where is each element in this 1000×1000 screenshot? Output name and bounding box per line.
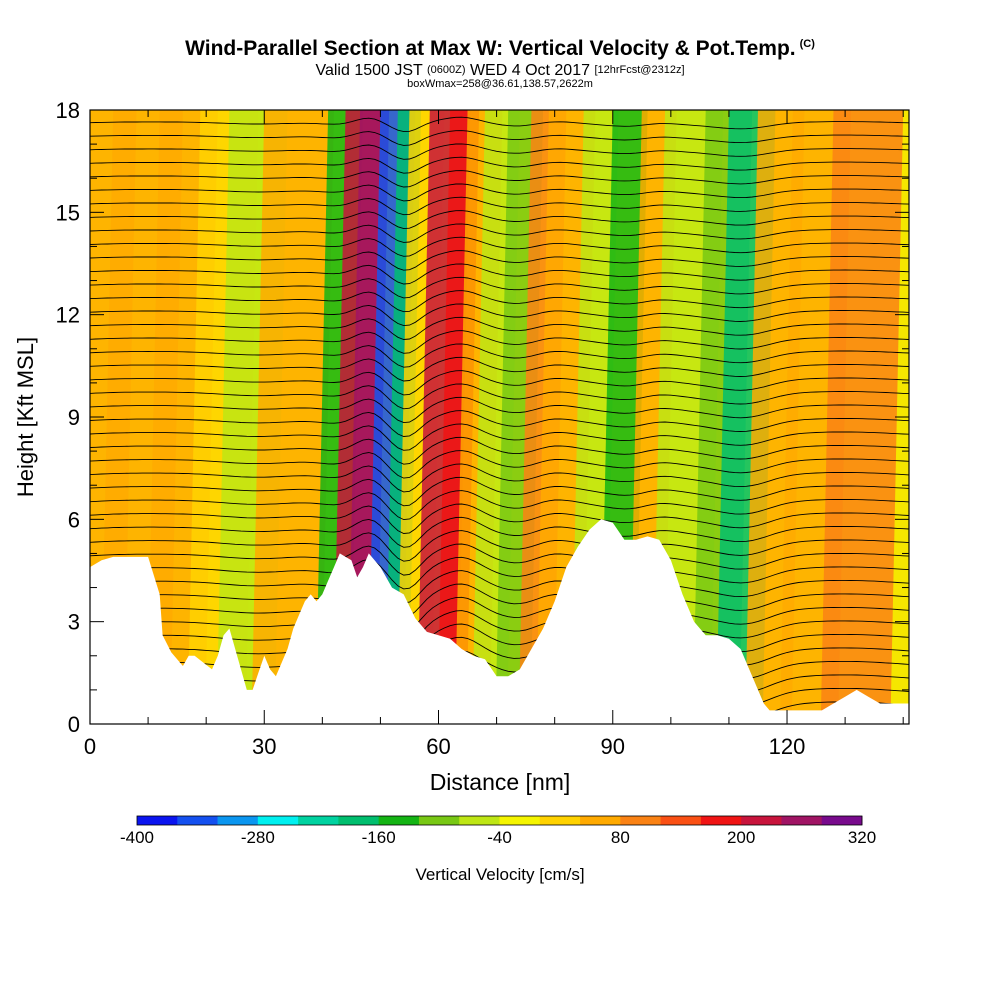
colorbar-swatch-12 <box>620 816 662 825</box>
x-axis-label: Distance [nm] <box>430 769 571 795</box>
colorbar-swatch-1 <box>177 816 218 825</box>
isentrope-line-12 <box>90 530 909 562</box>
isentrope-line-11 <box>90 543 909 576</box>
colorbar-swatch-3 <box>257 816 299 825</box>
colorbar-tick-label: 200 <box>727 828 755 847</box>
isentrope-line-8 <box>90 583 909 618</box>
y-axis-label: Height [Kft MSL] <box>13 337 38 497</box>
velocity-band-27 <box>820 110 904 724</box>
y-tick-label: 18 <box>56 98 80 123</box>
y-tick-label: 9 <box>68 405 80 430</box>
colorbar-swatch-11 <box>580 816 621 825</box>
isentrope-line-33 <box>90 250 909 271</box>
isentrope-line-38 <box>90 183 909 202</box>
colorbar-swatch-10 <box>539 816 581 825</box>
valid-date: WED 4 Oct 2017 <box>469 62 590 79</box>
x-tick-label: 120 <box>769 734 806 759</box>
box-info: boxWmax=258@36.61,138.57,2622m <box>407 78 593 90</box>
colorbar-tick-label: -280 <box>241 828 275 847</box>
isentrope-line-34 <box>90 236 909 257</box>
x-tick-label: 0 <box>84 734 96 759</box>
isentrope-line-17 <box>90 463 909 493</box>
isentrope-line-26 <box>90 343 909 368</box>
colorbar-swatch-5 <box>338 816 380 825</box>
colorbar-tick-label: 320 <box>848 828 876 847</box>
colorbar-tick-label: -40 <box>487 828 512 847</box>
colorbar-swatch-13 <box>660 816 702 825</box>
colorbar-frame <box>136 815 863 826</box>
x-tick-label: 60 <box>426 734 450 759</box>
isentrope-line-20 <box>90 423 909 451</box>
isentrope-line-29 <box>90 303 909 327</box>
isentrope-line-9 <box>90 570 909 604</box>
isentrope-line-31 <box>90 276 909 299</box>
forecast-info: [12hrFcst@2312z] <box>594 64 685 76</box>
colorbar-swatch-16 <box>781 816 823 825</box>
x-tick-label: 90 <box>601 734 625 759</box>
isentrope-line-40 <box>90 156 909 174</box>
isentrope-contours <box>90 116 909 724</box>
isentrope-line-18 <box>90 450 909 479</box>
isentrope-line-43 <box>90 116 909 133</box>
chart-title: Wind-Parallel Section at Max W: Vertical… <box>0 37 1000 61</box>
isentrope-line-39 <box>90 170 909 188</box>
isentrope-line-35 <box>90 223 909 243</box>
colorbar-tick-label: 80 <box>611 828 630 847</box>
valid-time-line: Valid 1500 JST (0600Z) WED 4 Oct 2017 [1… <box>0 62 1000 80</box>
velocity-band-5 <box>251 110 334 724</box>
colorbar-swatch-9 <box>499 816 541 825</box>
colorbar-swatch-6 <box>378 816 420 825</box>
isentrope-line-28 <box>90 316 909 340</box>
isentrope-line-24 <box>90 370 909 396</box>
title-unit-tag: (C) <box>799 38 815 50</box>
isentrope-line-21 <box>90 410 909 437</box>
isentrope-line-15 <box>90 490 909 521</box>
colorbar-label: Vertical Velocity [cm/s] <box>415 865 584 884</box>
isentrope-line-22 <box>90 396 909 424</box>
isentrope-line-6 <box>90 610 909 645</box>
x-axis-ticks: 0 30 60 90 120 <box>84 110 904 759</box>
colorbar-swatch-4 <box>298 816 339 825</box>
isentrope-line-30 <box>90 290 909 313</box>
isentrope-line-23 <box>90 383 909 410</box>
isentrope-line-42 <box>90 130 909 146</box>
colorbar-swatch-2 <box>217 816 259 825</box>
colorbar-swatch-17 <box>821 816 863 825</box>
colorbar-swatch-8 <box>459 816 500 825</box>
colorbar-tick-label: -160 <box>362 828 396 847</box>
isentrope-line-32 <box>90 263 909 285</box>
colorbar-tick-label: -400 <box>120 828 154 847</box>
isentrope-line-37 <box>90 196 909 216</box>
isentrope-line-10 <box>90 556 909 590</box>
valid-prefix: Valid 1500 JST <box>315 62 423 79</box>
colorbar-swatch-7 <box>418 816 460 825</box>
colorbar <box>136 815 863 826</box>
isentrope-line-36 <box>90 210 909 230</box>
isentrope-line-14 <box>90 503 909 534</box>
y-tick-label: 0 <box>68 712 80 737</box>
isentrope-line-7 <box>90 596 909 631</box>
y-tick-label: 15 <box>56 200 80 225</box>
y-tick-label: 12 <box>56 303 80 328</box>
colorbar-swatch-14 <box>700 816 742 825</box>
terrain-mask <box>90 519 909 724</box>
colorbar-swatch-0 <box>137 816 178 825</box>
valid-utc: (0600Z) <box>426 64 466 76</box>
y-tick-label: 6 <box>68 507 80 532</box>
colorbar-tick-labels: -400 -280 -160 -40 80 200 320 <box>120 828 876 847</box>
title-text: Wind-Parallel Section at Max W: Vertical… <box>185 37 796 60</box>
isentrope-line-16 <box>90 476 909 507</box>
isentrope-line-19 <box>90 436 909 465</box>
isentrope-line-41 <box>90 143 909 160</box>
y-axis-ticks: 0 3 6 9 12 15 18 <box>56 98 909 737</box>
isentrope-line-25 <box>90 356 909 382</box>
isentrope-line-13 <box>90 516 909 548</box>
isentrope-line-27 <box>90 330 909 354</box>
colorbar-swatch-15 <box>741 816 782 825</box>
x-tick-label: 30 <box>252 734 276 759</box>
y-tick-label: 3 <box>68 610 80 635</box>
